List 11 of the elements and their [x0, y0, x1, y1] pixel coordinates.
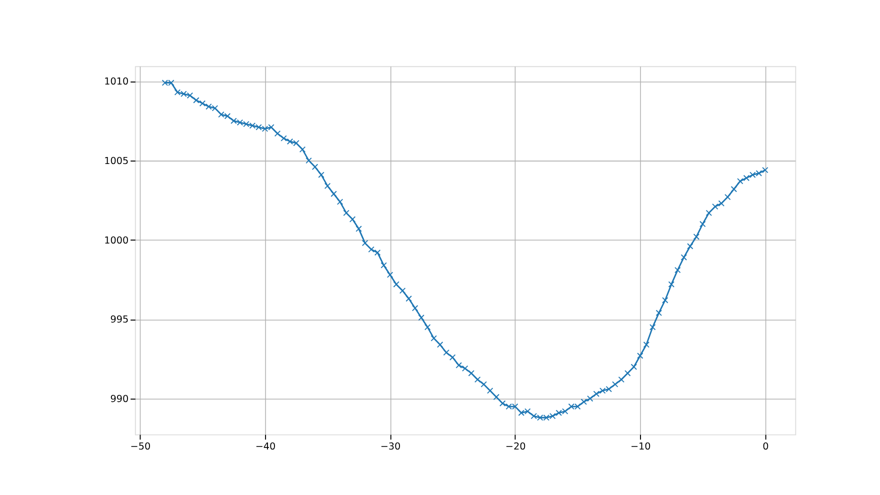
y-tick-label: 990	[110, 394, 129, 405]
y-tick-label: 1000	[104, 235, 129, 246]
x-tick-label: −50	[130, 441, 151, 452]
y-tick-label: 1010	[104, 76, 129, 88]
y-tick-label: 1005	[104, 156, 129, 167]
x-tick-label: −40	[255, 441, 276, 452]
y-tick-label: 995	[110, 314, 129, 326]
x-tick-label: −10	[630, 441, 651, 452]
x-tick-label: 0	[762, 441, 769, 452]
x-tick-label: −30	[380, 441, 401, 452]
x-tick-label: −20	[505, 441, 526, 452]
